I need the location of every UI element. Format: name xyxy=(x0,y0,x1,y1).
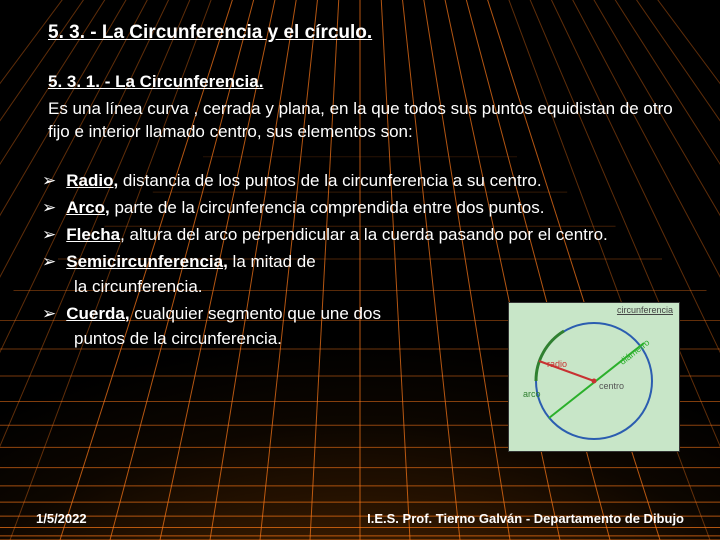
term-text: la mitad de xyxy=(228,252,316,271)
definition-text: Es una línea curva , cerrada y plana, en… xyxy=(48,98,674,144)
footer-org: I.E.S. Prof. Tierno Galván - Departament… xyxy=(367,511,684,526)
term: Flecha xyxy=(66,225,120,244)
term: Arco, xyxy=(66,198,109,217)
term-text: , altura del arco perpendicular a la cue… xyxy=(120,225,608,244)
list-item: Radio, distancia de los puntos de la cir… xyxy=(36,170,674,193)
circle-diagram: circunferencia radio arco centro diámetr… xyxy=(508,302,680,452)
elements-list: Radio, distancia de los puntos de la cir… xyxy=(36,170,674,274)
label-radio: radio xyxy=(547,359,567,369)
arc-segment xyxy=(536,331,564,381)
term: Semicircunferencia, xyxy=(66,252,228,271)
subsection-title: 5. 3. 1. - La Circunferencia. xyxy=(48,72,674,92)
section-title: 5. 3. - La Circunferencia y el círculo. xyxy=(48,22,674,44)
circle-diagram-svg xyxy=(509,303,679,451)
label-arco: arco xyxy=(523,389,541,399)
content-area: 5. 3. - La Circunferencia y el círculo. … xyxy=(0,0,720,540)
footer: 1/5/2022 I.E.S. Prof. Tierno Galván - De… xyxy=(0,511,720,526)
list-item-continuation: la circunferencia. xyxy=(74,276,674,299)
list-item: Arco, parte de la circunferencia compren… xyxy=(36,197,674,220)
label-centro: centro xyxy=(599,381,624,391)
term-text: cualquier segmento que une dos xyxy=(130,304,381,323)
list-item: Flecha, altura del arco perpendicular a … xyxy=(36,224,674,247)
footer-date: 1/5/2022 xyxy=(36,511,87,526)
diagram-title: circunferencia xyxy=(617,305,673,315)
term: Radio, xyxy=(66,171,118,190)
center-dot xyxy=(592,379,597,384)
list-item: Semicircunferencia, la mitad de xyxy=(36,251,674,274)
term-text: distancia de los puntos de la circunfere… xyxy=(118,171,541,190)
term-text: parte de la circunferencia comprendida e… xyxy=(110,198,545,217)
slide: 5. 3. - La Circunferencia y el círculo. … xyxy=(0,0,720,540)
term: Cuerda, xyxy=(66,304,129,323)
